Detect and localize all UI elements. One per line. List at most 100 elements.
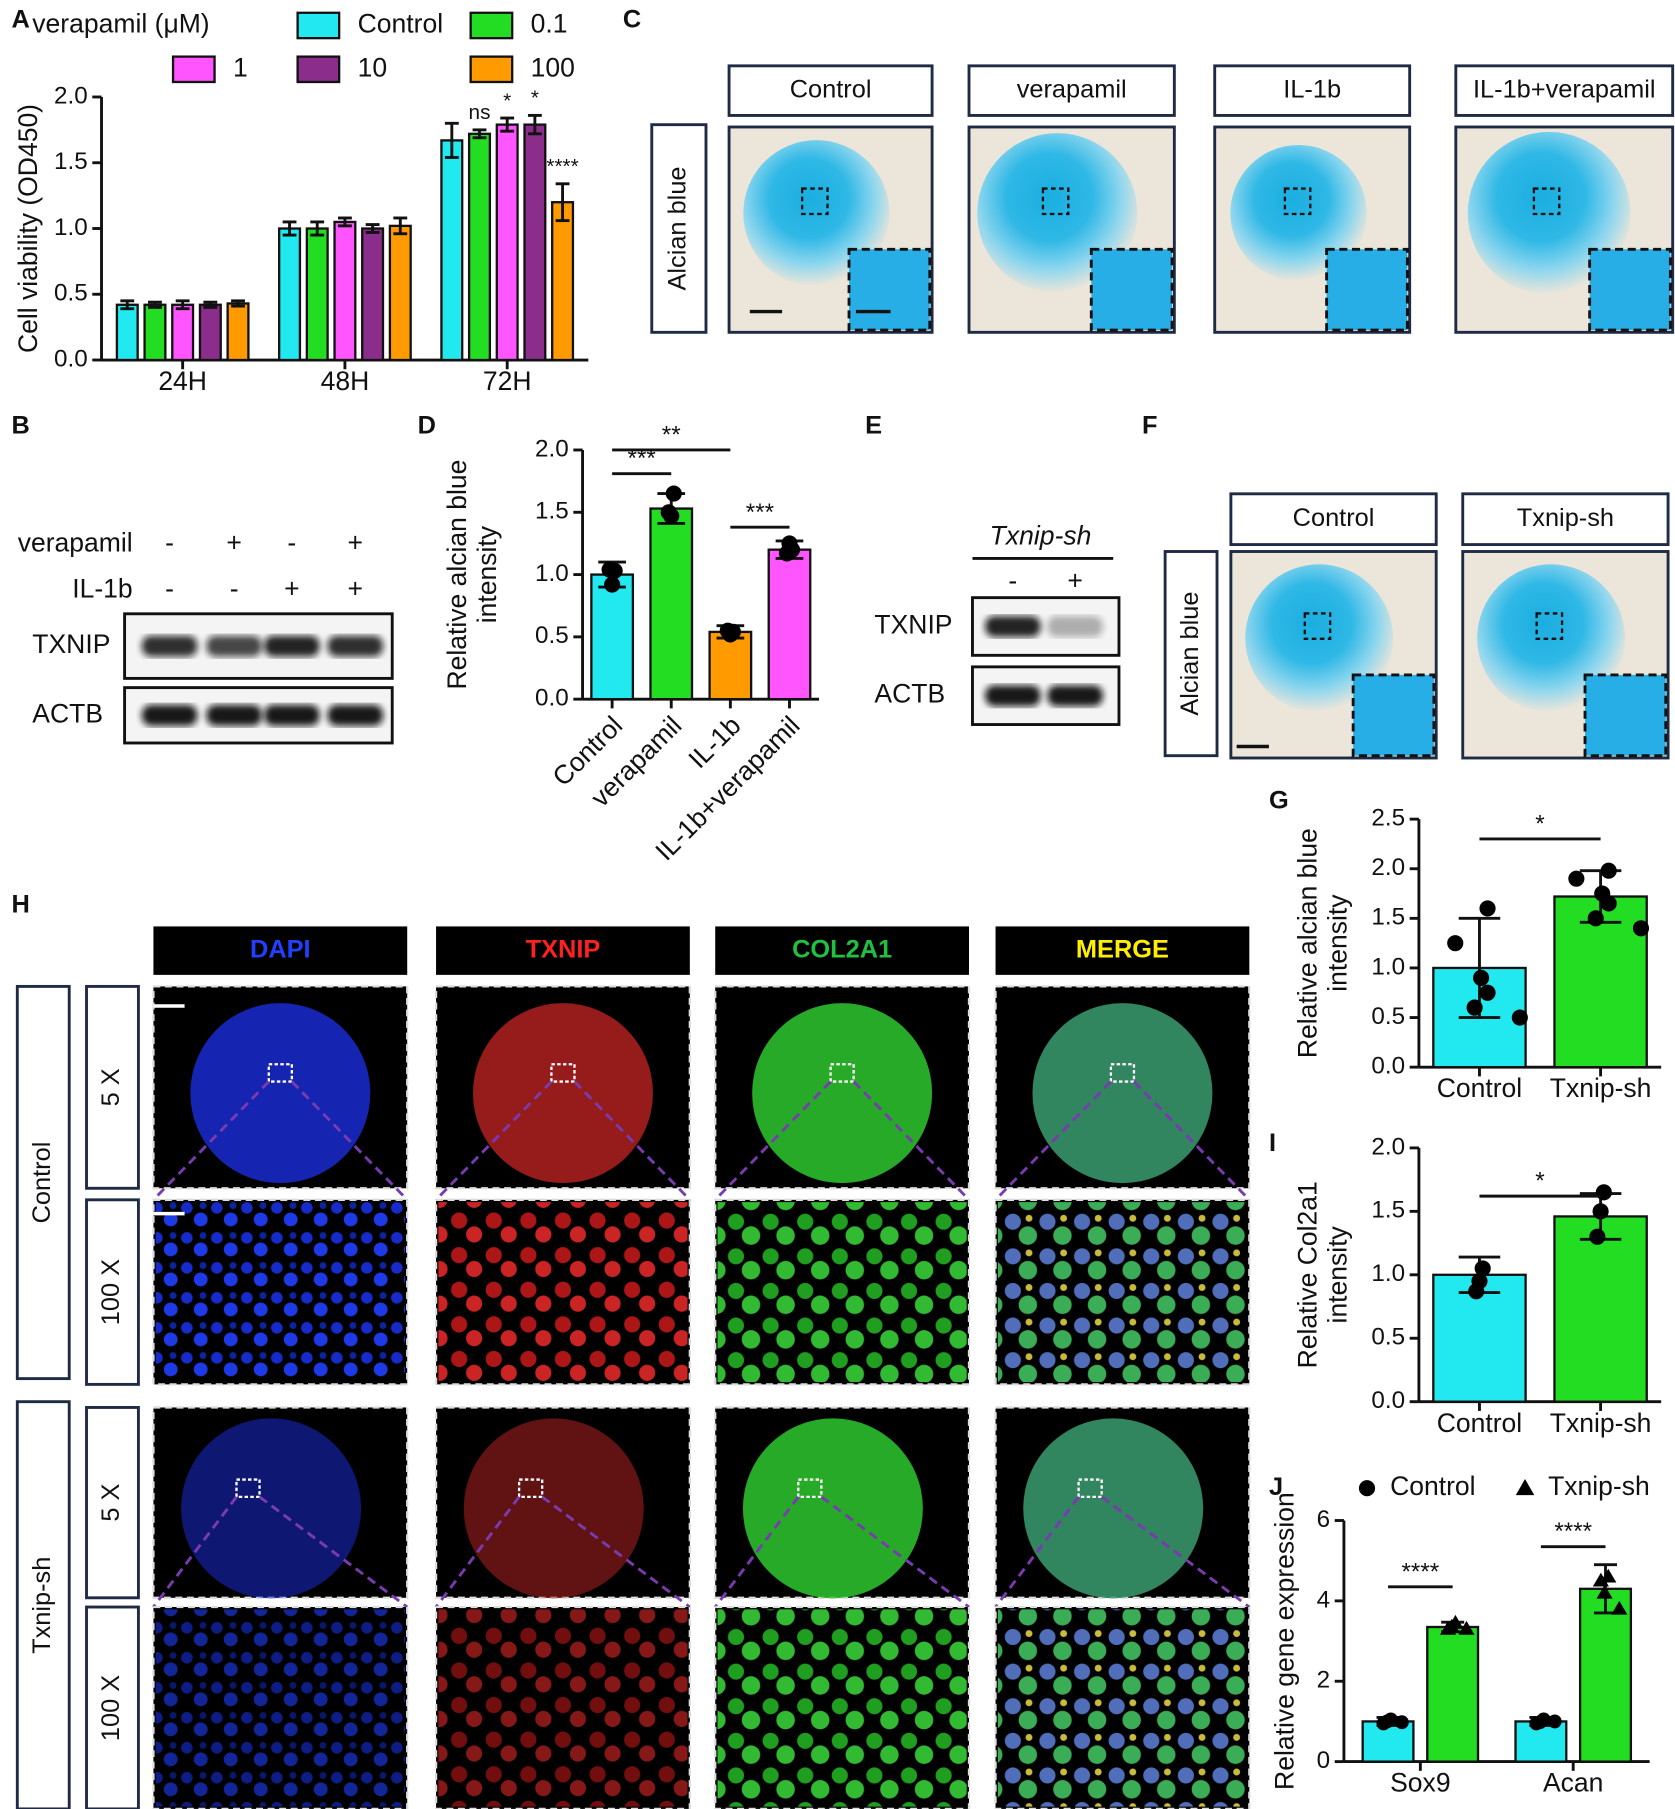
zoom-line <box>290 1080 409 1201</box>
significance-label: **** <box>546 155 578 178</box>
roi-box <box>801 187 829 216</box>
zoom-line <box>152 1080 270 1201</box>
y-axis-title: Relative alcian blue <box>442 460 472 690</box>
cells <box>155 1609 405 1807</box>
zoom-line <box>714 1080 832 1201</box>
y-tick-label: 1.5 <box>54 148 88 175</box>
blot-band <box>264 704 320 726</box>
treatment-sign: - <box>165 574 174 604</box>
x-tick-label: Acan <box>1543 1768 1603 1798</box>
bar <box>440 139 464 362</box>
y-tick-label: 0.5 <box>1371 1324 1405 1351</box>
data-point <box>1587 910 1604 927</box>
data-point <box>660 504 677 521</box>
treatment-label: verapamil <box>18 528 133 558</box>
label: 5 X <box>97 1484 125 1522</box>
y-tick-label: 0.5 <box>1371 1003 1405 1030</box>
blot-band <box>985 685 1041 707</box>
data-point <box>1611 1600 1628 1615</box>
inset <box>1588 247 1672 332</box>
channel-header <box>153 926 408 975</box>
label: IL-1b+verapamil <box>1473 75 1656 103</box>
zoom-line <box>1132 1080 1251 1201</box>
alcian-pellet <box>1230 144 1367 282</box>
y-axis-title: Relative alcian blue <box>1292 828 1322 1058</box>
pellet <box>463 1418 644 1599</box>
treatment-sign: - <box>165 528 174 558</box>
zoom-line <box>258 1495 409 1609</box>
significance-label: * <box>531 87 539 110</box>
data-point <box>1479 900 1496 917</box>
label: Txnip-sh <box>28 1557 56 1654</box>
data-point <box>1592 1203 1609 1220</box>
roi-box <box>235 1478 261 1499</box>
y-axis-title: intensity <box>1322 1225 1352 1323</box>
treatment-sign: + <box>348 574 364 604</box>
bar <box>467 132 492 362</box>
y-axis-title: intensity <box>1322 894 1352 992</box>
y-tick-label: 2.0 <box>1371 854 1405 881</box>
y-tick-label: 2.0 <box>535 435 569 462</box>
roi-box <box>1283 187 1312 216</box>
label-box <box>1461 492 1670 547</box>
y-tick-label: 2.5 <box>1371 805 1405 832</box>
blot-band <box>327 704 383 726</box>
label-box <box>1454 64 1675 117</box>
legend-label: 100 <box>531 52 575 82</box>
panel-letter: A <box>12 6 30 34</box>
data-point <box>1380 1714 1395 1729</box>
y-tick-label: 0.0 <box>1371 1387 1405 1414</box>
label: IL-1b <box>1283 75 1341 103</box>
data-point <box>601 561 618 578</box>
significance-label: *** <box>628 445 657 472</box>
y-tick-label: 1.0 <box>535 560 569 587</box>
blot-band <box>1047 616 1103 637</box>
y-tick-label: 2.0 <box>1371 1133 1405 1160</box>
legend-label: Control <box>1390 1471 1475 1501</box>
label-box <box>85 1198 140 1386</box>
label: Alcian blue <box>1176 592 1204 716</box>
channel-header <box>715 926 970 975</box>
x-tick-label: 24H <box>158 366 207 396</box>
legend-label: 1 <box>233 52 248 82</box>
cells <box>997 1609 1248 1807</box>
treatment-label: IL-1b <box>72 574 132 604</box>
data-point <box>604 576 621 593</box>
protein-label: TXNIP <box>874 610 952 640</box>
bar <box>1426 1625 1480 1763</box>
bar <box>333 220 357 362</box>
y-tick-label: 4 <box>1317 1586 1330 1613</box>
blot-band <box>1047 685 1103 707</box>
panel-letter: G <box>1269 787 1289 815</box>
label-box <box>15 1400 71 1809</box>
data-point <box>1589 1228 1606 1245</box>
cells <box>717 1609 967 1807</box>
legend-title: verapamil (μM) <box>32 8 209 38</box>
label-box <box>967 64 1176 117</box>
bar <box>649 507 694 701</box>
data-point <box>1468 1283 1485 1300</box>
legend-marker <box>1515 1478 1535 1496</box>
legend-label: Txnip-sh <box>1548 1471 1650 1501</box>
zoom-line <box>152 1495 238 1608</box>
zoom-line <box>714 1495 800 1608</box>
roi-box <box>1109 1063 1136 1083</box>
label-box <box>650 123 708 334</box>
pellet <box>472 1003 653 1184</box>
label-box <box>85 984 140 1190</box>
inset <box>1089 247 1174 332</box>
bar <box>1553 895 1648 1069</box>
channel-label: COL2A1 <box>792 935 892 963</box>
bar <box>551 201 575 362</box>
y-tick-label: 1.5 <box>1371 904 1405 931</box>
blot-band <box>206 704 262 726</box>
label: Control <box>1293 504 1375 532</box>
legend-swatch <box>296 55 341 84</box>
y-tick-label: 0.0 <box>54 345 88 372</box>
bar <box>1553 1215 1648 1403</box>
y-tick-label: 1.0 <box>1371 1260 1405 1287</box>
label: Txnip-sh <box>1517 504 1614 532</box>
channel-label: DAPI <box>250 935 311 963</box>
pellet <box>190 1003 371 1184</box>
panel-letter: B <box>12 412 30 440</box>
